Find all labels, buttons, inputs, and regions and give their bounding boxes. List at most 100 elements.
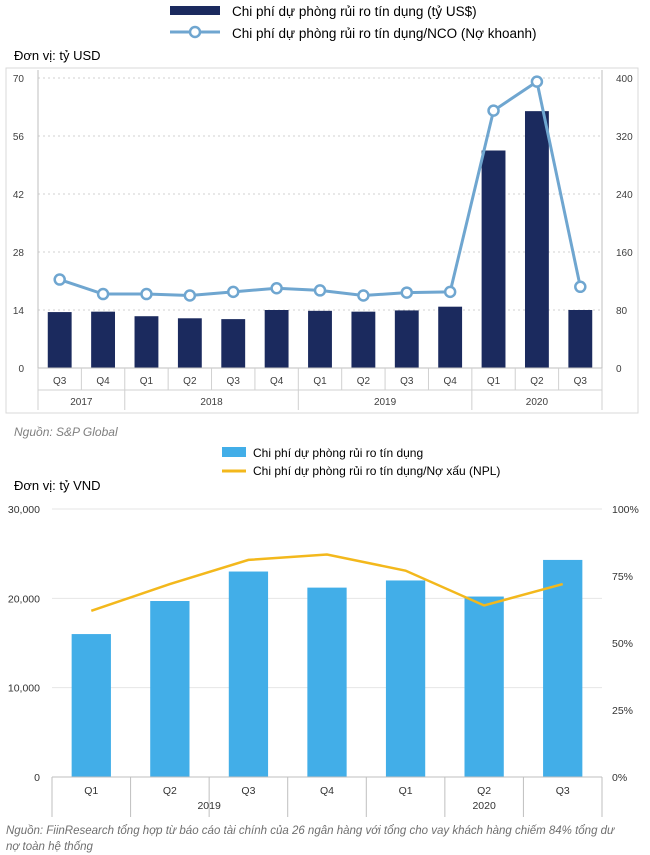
chart2-legend-bar-label: Chi phí dự phòng rủi ro tín dụng (253, 446, 423, 460)
chart2-category-label: Q2 (477, 785, 491, 797)
chart1-gridlines (38, 77, 602, 311)
chart2-left-tick-label: 20,000 (8, 593, 40, 605)
chart2-source-line1: Nguồn: FiinResearch tổng hợp từ báo cáo … (6, 825, 615, 853)
chart2-right-tick-label: 75% (612, 571, 633, 583)
chart2-bar (385, 580, 426, 777)
chart1-axes: 0 14 28 42 56 70 0 80 160 240 320 400 Q3 Q4 Q1 Q2 Q3 Q4 Q1… (13, 70, 633, 410)
chart1-line-point (183, 289, 197, 302)
chart1-year-label: 2018 (200, 397, 223, 408)
chart1-right-tick-label: 80 (616, 306, 628, 317)
chart1-line-point (443, 285, 457, 299)
chart1-source: Nguồn: S&P Global (14, 425, 118, 439)
chart1-category-label: Q1 (487, 376, 501, 387)
chart1-category-label: Q4 (270, 376, 284, 387)
chart1-category-label: Q1 (140, 376, 154, 387)
chart2-year-label: 2019 (197, 800, 221, 812)
chart1-legend-line-label: Chi phí dự phòng rủi ro tín dụng/NCO (Nợ… (232, 26, 537, 41)
chart2-source-text-line: nợ toàn hệ thống (6, 841, 93, 853)
chart1-left-tick-label: 56 (13, 132, 25, 143)
chart1-category-label: Q3 (227, 376, 241, 387)
chart1-category-label: Q2 (357, 376, 371, 387)
chart1-category-label: Q3 (53, 376, 67, 387)
chart1-bar (221, 319, 246, 368)
chart1-category-label: Q3 (400, 376, 414, 387)
chart2-bar (150, 601, 190, 777)
chart1-bar (308, 310, 332, 368)
chart2-legend-line-label: Chi phí dự phòng rủi ro tín dụng/Nợ xấu … (253, 464, 500, 478)
chart1-bar (524, 111, 549, 369)
chart1-category-label: Q2 (530, 376, 544, 387)
chart2-year-label: 2020 (472, 800, 496, 812)
chart2-bar (307, 587, 347, 777)
chart1-bar (91, 311, 116, 368)
chart1-left-tick-label: 14 (13, 306, 25, 317)
chart1-category-label: Q4 (96, 376, 110, 387)
chart2-axes: 0 10,000 20,000 30,000 0% 25% 50% 75% 100% Q1 Q2 Q3… (8, 504, 639, 817)
chart1-line-point (487, 104, 500, 117)
chart1-category-label: Q3 (574, 376, 588, 387)
chart1-legend-marker-icon (188, 25, 202, 39)
chart2-unit-label: Đơn vị: tỷ VND (14, 478, 101, 493)
chart2-right-tick-label: 100% (612, 504, 639, 516)
chart1-right-tick-label: 400 (616, 74, 633, 85)
chart2-right-tick-label: 50% (612, 638, 633, 650)
chart2-source-text-line: Nguồn: FiinResearch tổng hợp từ báo cáo … (6, 825, 615, 837)
chart1-legend: Chi phí dự phòng rủi ro tín dụng (tỷ US$… (170, 4, 537, 41)
chart1-bar (134, 316, 159, 368)
chart1-left-tick-label: 28 (13, 248, 25, 259)
chart2-right-tick-label: 25% (612, 705, 633, 717)
chart2-category-label: Q3 (241, 785, 255, 797)
chart2-source: Nguồn: FiinResearch tổng hợp từ báo cáo … (6, 825, 615, 853)
chart2-category-label: Q1 (399, 785, 413, 797)
chart1-frame (5, 67, 639, 414)
chart2-left-tick-label: 10,000 (8, 683, 40, 695)
chart1-bar (264, 310, 289, 368)
chart1-bar (568, 310, 593, 368)
chart1-bar (177, 318, 202, 368)
chart1-line-point (530, 75, 544, 88)
chart2-legend: Chi phí dự phòng rủi ro tín dụng Chi phí… (222, 446, 500, 478)
chart1-right-tick-label: 160 (616, 248, 633, 259)
chart1-right-tick-label: 320 (616, 132, 633, 143)
chart1-bar (481, 150, 506, 368)
chart1-legend-bar-label: Chi phí dự phòng rủi ro tín dụng (tỷ US$… (232, 4, 477, 19)
chart1-bar (351, 311, 376, 368)
chart1-line-point (226, 285, 240, 299)
chart2-bars (71, 559, 583, 777)
chart1-line-series (53, 75, 587, 302)
chart2-bar (228, 571, 269, 777)
chart1-unit-label: Đơn vị: tỷ USD (14, 48, 101, 63)
chart2-category-label: Q1 (84, 785, 98, 797)
chart1-year-label: 2020 (526, 397, 549, 408)
chart2-left-tick-label: 30,000 (8, 504, 40, 516)
chart1-bar (438, 306, 463, 368)
chart1-year-label: 2019 (374, 397, 397, 408)
chart2-right-tick-label: 0% (612, 772, 627, 784)
chart1-bar (47, 312, 72, 368)
chart1-line-point (53, 273, 66, 286)
chart1-category-label: Q2 (183, 376, 197, 387)
chart2-legend-bar-swatch (222, 447, 246, 457)
chart2-line (90, 553, 564, 613)
chart1-line-point (400, 286, 414, 299)
chart1-year-label: 2017 (70, 397, 93, 408)
chart1-line-point (96, 287, 110, 301)
chart2-category-label: Q2 (163, 785, 177, 797)
chart2-category-label: Q4 (320, 785, 334, 797)
chart1-right-tick-label: 0 (616, 364, 622, 375)
chart1-line-point (574, 280, 587, 294)
chart2-bar (464, 596, 504, 777)
chart2-category-label: Q3 (556, 785, 570, 797)
chart1-bar (394, 310, 419, 368)
chart2-bar (543, 559, 583, 777)
chart1-line-point (357, 289, 370, 302)
chart1-right-tick-label: 240 (616, 190, 633, 201)
chart1-legend-bar-swatch (170, 6, 220, 15)
chart1-line-point (270, 282, 283, 295)
chart1-category-label: Q4 (443, 376, 457, 387)
chart2-line-series (90, 553, 564, 613)
chart1-left-tick-label: 42 (13, 190, 25, 201)
chart1-left-tick-label: 0 (18, 364, 24, 375)
chart1-category-label: Q1 (313, 376, 327, 387)
